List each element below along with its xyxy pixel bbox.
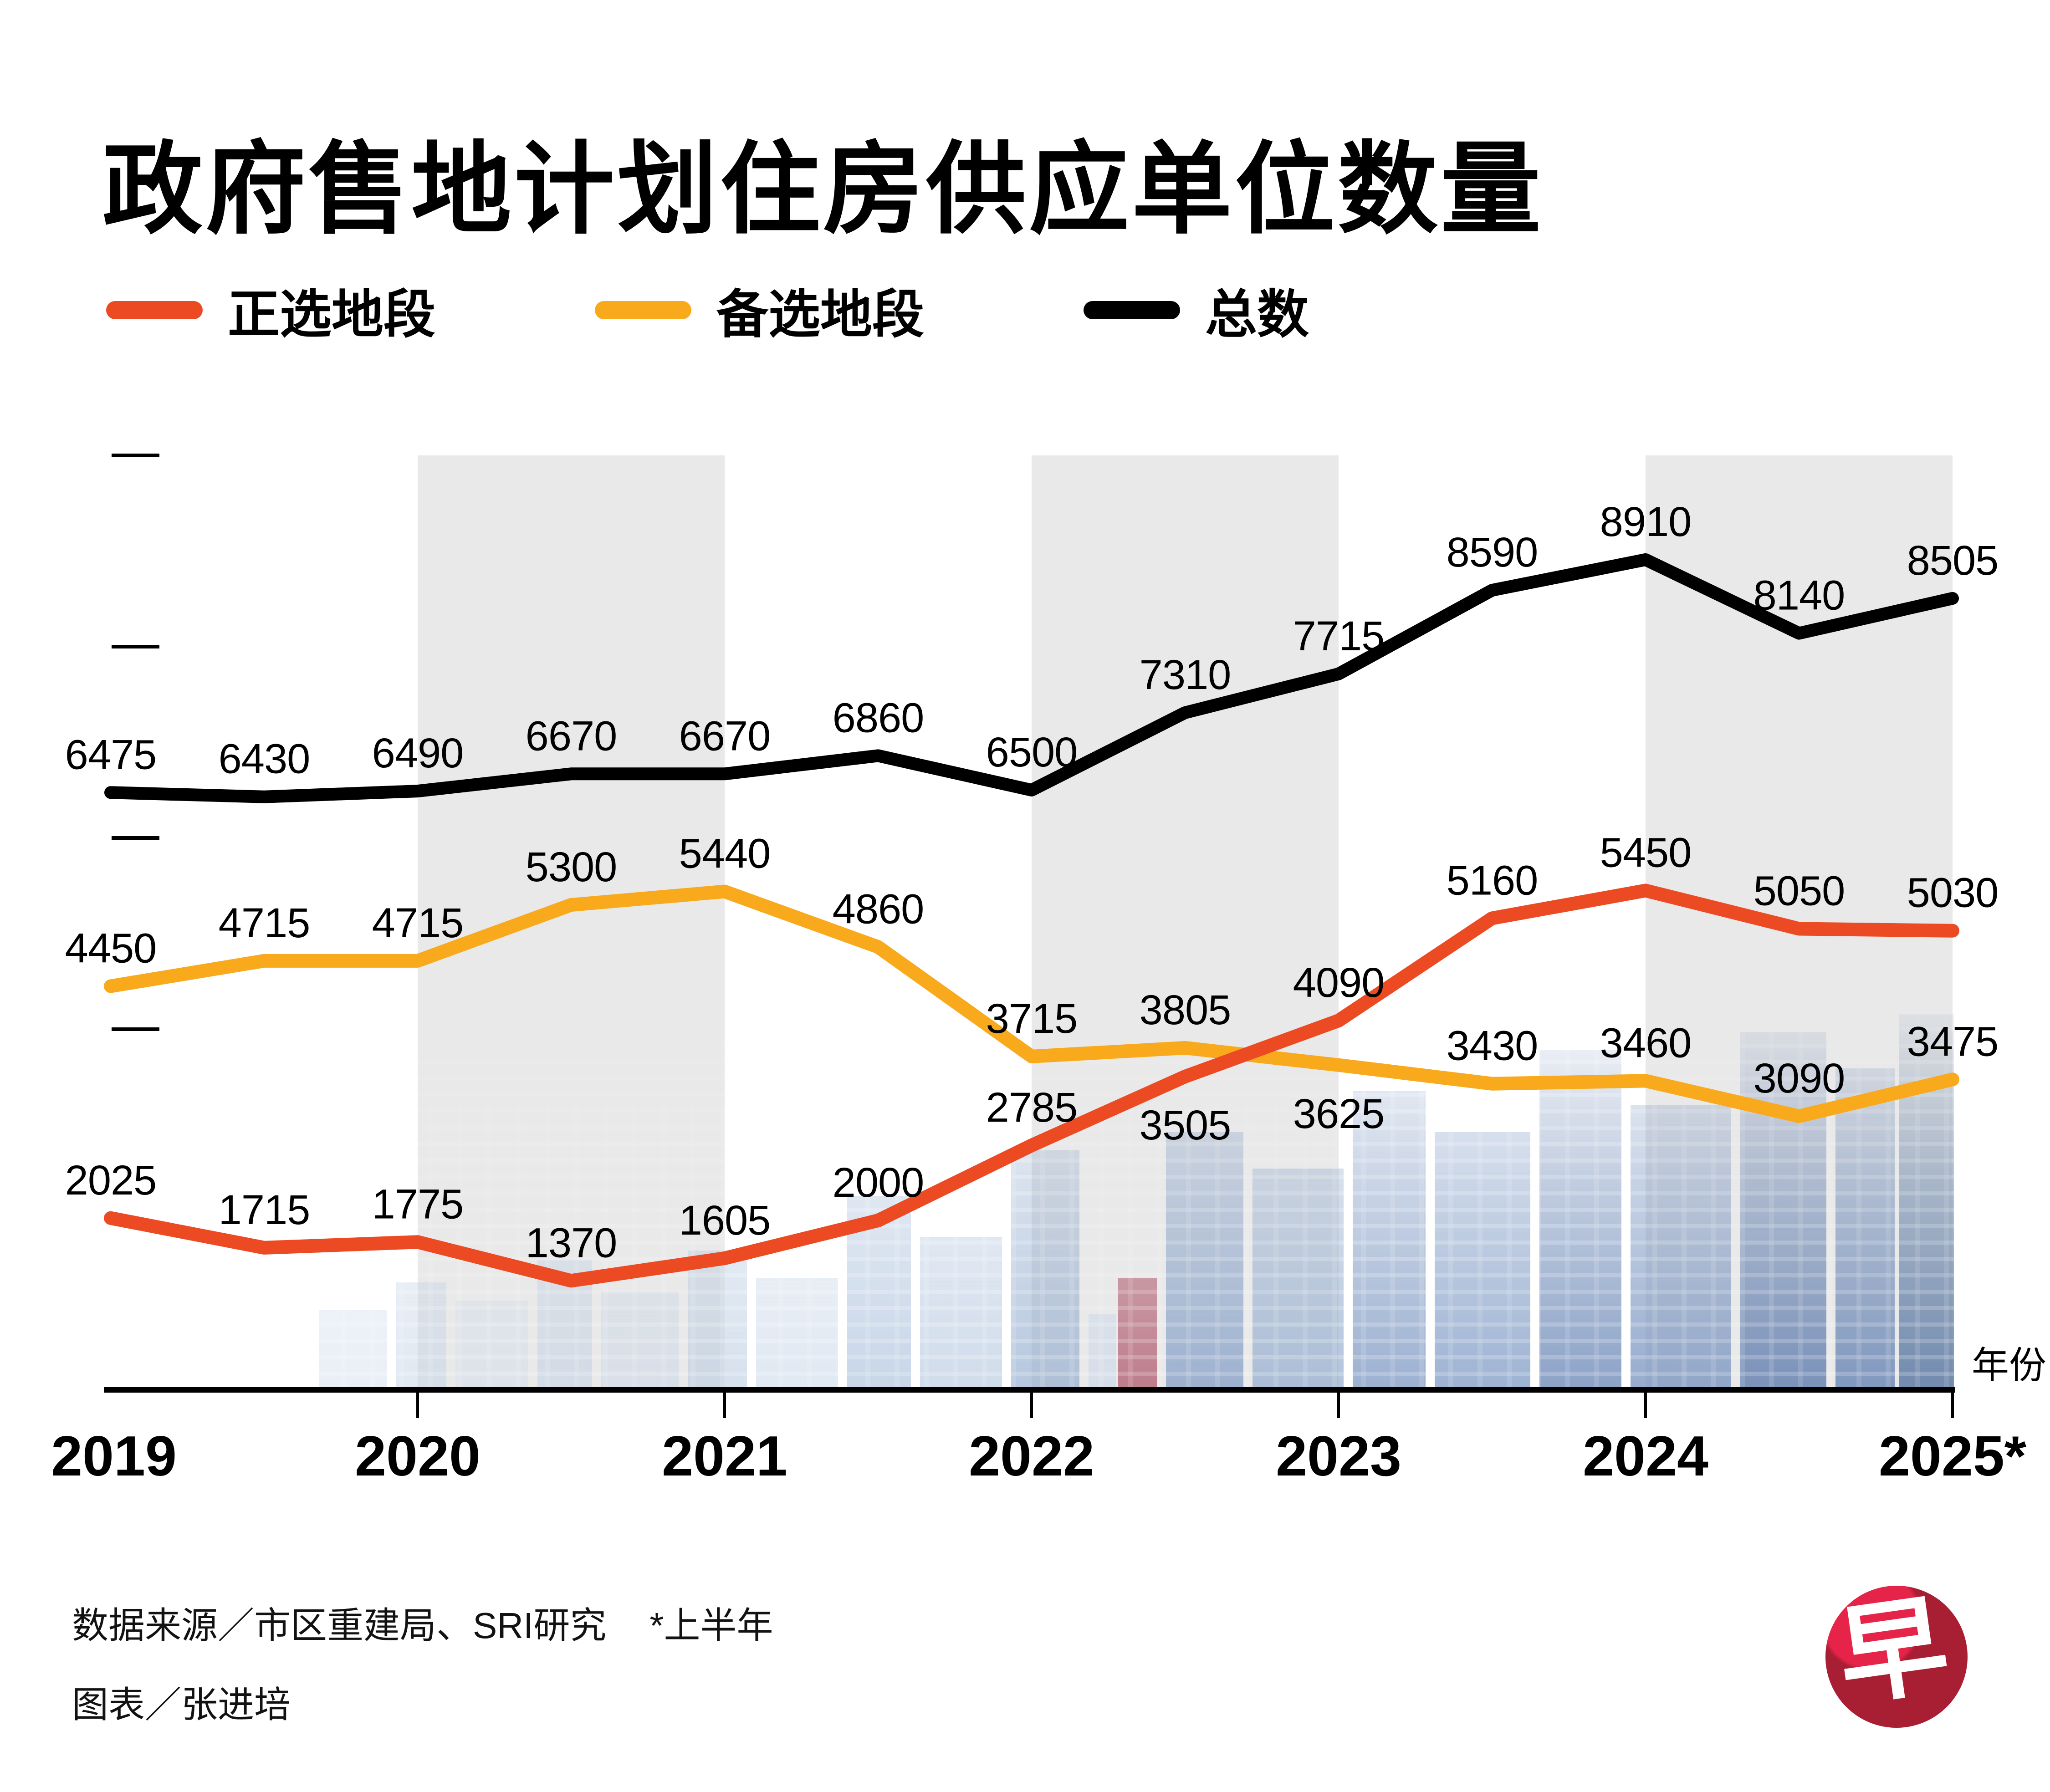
value-label-total: 6670 [679,713,771,759]
x-tick-label: 2023 [1276,1425,1401,1488]
source-text: 数据来源／市区重建局、SRI研究 [72,1605,607,1646]
x-tick-label: 2024 [1583,1425,1708,1488]
value-label-total: 6670 [526,713,617,759]
value-label-reserve-list: 5300 [526,844,617,890]
credit-text: 图表／张进培 [72,1685,291,1725]
value-label-total: 8140 [1753,572,1845,619]
value-label-reserve-list: 4450 [65,925,157,972]
value-label-confirmed-list: 5160 [1447,857,1538,904]
value-label-total: 6475 [65,731,157,778]
series-line-reserve-list [104,884,1959,1123]
legend: 正选地段 备选地段 总数 [106,272,1309,347]
legend-label-total: 总数 [1205,286,1309,344]
value-label-confirmed-list: 5050 [1753,868,1845,914]
value-label-reserve-list: 4715 [372,900,464,946]
skyline-background [301,1002,1986,1387]
value-label-confirmed-list: 1370 [526,1220,617,1266]
value-label-reserve-list: 4715 [219,900,310,946]
value-label-reserve-list: 3715 [986,996,1078,1042]
value-label-reserve-list: 5440 [679,831,771,877]
x-tick-label: 2020 [355,1425,481,1488]
value-label-reserve-list: 3475 [1907,1018,1999,1065]
value-label-confirmed-list: 1605 [679,1197,771,1244]
value-label-total: 6490 [372,730,464,776]
legend-swatch-total-icon [1084,301,1181,319]
legend-swatch-confirmed-icon [106,301,203,319]
legend-label-reserve: 备选地段 [716,286,925,344]
value-label-total: 6860 [833,694,924,741]
value-label-confirmed-list: 5450 [1600,830,1692,876]
footer: 数据来源／市区重建局、SRI研究 *上半年 图表／张进培 [72,1596,773,1728]
legend-swatch-reserve-icon [595,301,692,319]
value-label-total: 6430 [219,736,310,782]
legend-item-reserve: 备选地段 [595,272,924,347]
zaobao-logo-glyph: 早 [1831,1584,1955,1719]
value-label-confirmed-list: 4090 [1293,960,1385,1006]
x-axis-title: 年份 [1972,1345,2046,1386]
x-tick-label: 2019 [51,1425,177,1488]
legend-item-total: 总数 [1084,272,1309,347]
value-label-total: 6500 [986,729,1078,776]
x-tick-label: 2022 [969,1425,1094,1488]
value-label-reserve-list: 3460 [1600,1020,1692,1066]
building-windows-texture [301,1002,1986,1387]
value-label-reserve-list: 3625 [1293,1091,1385,1137]
zaobao-logo: 早 [1825,1584,1968,1728]
value-label-confirmed-list: 2785 [986,1084,1078,1131]
value-label-total: 7310 [1140,652,1231,698]
footnote-text: *上半年 [649,1605,773,1646]
value-label-total: 7715 [1293,613,1385,659]
legend-label-confirmed: 正选地段 [228,286,436,344]
value-label-confirmed-list: 1715 [219,1187,310,1233]
value-label-confirmed-list: 2000 [833,1159,924,1206]
value-label-reserve-list: 3805 [1140,987,1231,1033]
value-label-confirmed-list: 1775 [372,1181,464,1227]
x-tick-label: 2021 [662,1425,787,1488]
legend-item-confirmed: 正选地段 [106,272,435,347]
value-label-confirmed-list: 3505 [1140,1102,1231,1149]
value-label-confirmed-list: 2025 [65,1157,157,1204]
x-tick-label: 2025* [1879,1425,2027,1488]
value-label-reserve-list: 4860 [833,886,924,932]
series-line-total [104,553,1959,803]
value-label-reserve-list: 3090 [1753,1055,1845,1102]
value-label-total: 8910 [1600,499,1692,545]
value-label-reserve-list: 3430 [1447,1023,1538,1069]
series-line-confirmed-list [104,883,1959,1288]
value-label-total: 8505 [1907,537,1999,584]
value-label-confirmed-list: 5030 [1907,870,1999,916]
chart-title: 政府售地计划住房供应单位数量 [102,133,1544,245]
value-label-total: 8590 [1447,529,1538,576]
